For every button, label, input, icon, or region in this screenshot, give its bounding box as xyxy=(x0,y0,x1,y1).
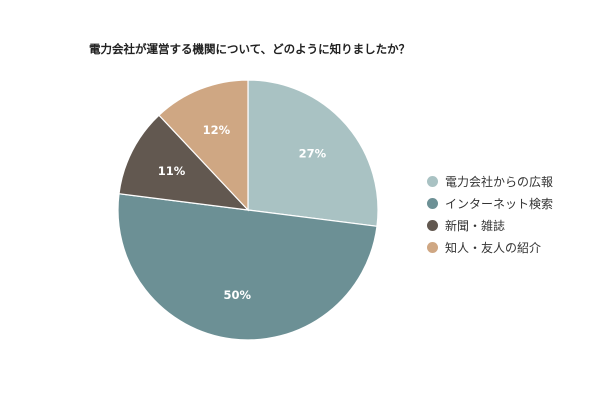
legend-label-utility-pr: 電力会社からの広報 xyxy=(445,174,554,189)
legend-item-utility-pr: 電力会社からの広報 xyxy=(427,170,553,192)
legend-label-friend-referral: 知人・友人の紹介 xyxy=(445,240,542,255)
pie-slice-utility-pr xyxy=(247,79,379,227)
legend-item-newspaper-magazine: 新聞・雑誌 xyxy=(427,214,553,236)
legend-label-newspaper-magazine: 新聞・雑誌 xyxy=(445,218,506,233)
legend-swatch-newspaper-magazine xyxy=(427,219,438,231)
chart-title: 電力会社が運営する機関について、どのように知りましたか？ xyxy=(89,42,411,56)
legend-swatch-friend-referral xyxy=(427,241,438,253)
legend-swatch-internet-search xyxy=(427,197,438,209)
legend-item-friend-referral: 知人・友人の紹介 xyxy=(427,236,553,258)
legend-item-internet-search: インターネット検索 xyxy=(427,192,553,214)
pie-slice-label-newspaper-magazine: 11% xyxy=(158,164,186,178)
pie-slice-newspaper-magazine xyxy=(118,114,250,211)
chart-legend: 電力会社からの広報 インターネット検索 新聞・雑誌知人・友人の紹介 xyxy=(427,170,553,258)
legend-swatch-utility-pr xyxy=(427,175,438,187)
pie-slice-label-utility-pr: 27% xyxy=(299,146,327,160)
pie-slice-label-internet-search: 50% xyxy=(223,288,251,302)
pie-slice-label-friend-referral: 12% xyxy=(203,123,231,137)
pie-slice-friend-referral xyxy=(158,79,249,212)
pie-slice-internet-search xyxy=(117,193,378,341)
legend-label-internet-search: インターネット検索 xyxy=(445,196,554,211)
